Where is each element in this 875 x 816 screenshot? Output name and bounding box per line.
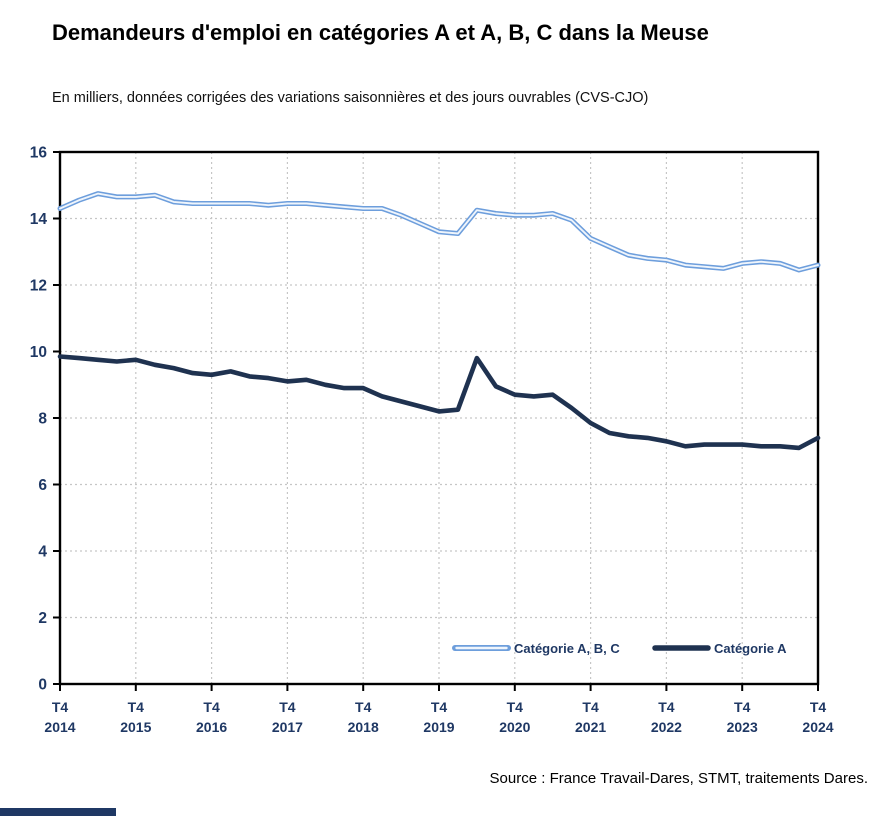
x-axis-tick-year-label: 2019 [423,719,454,735]
y-axis-tick-label: 4 [38,544,47,561]
x-axis-tick-year-label: 2015 [120,719,151,735]
x-axis-tick-year-label: 2020 [499,719,530,735]
y-axis-tick-label: 8 [38,411,47,428]
x-axis-tick-quarter-label: T4 [507,699,524,715]
footer-accent-bar [0,808,116,816]
x-axis-tick-quarter-label: T4 [810,699,827,715]
x-axis-tick-quarter-label: T4 [52,699,69,715]
x-axis-tick-quarter-label: T4 [734,699,751,715]
x-axis-tick-year-label: 2018 [348,719,379,735]
x-axis-tick-year-label: 2017 [272,719,303,735]
x-axis-tick-quarter-label: T4 [203,699,220,715]
chart-subtitle: En milliers, données corrigées des varia… [52,90,649,106]
y-axis-tick-label: 6 [38,477,47,494]
source-note: Source : France Travail-Dares, STMT, tra… [489,770,868,787]
y-axis-tick-label: 0 [38,677,47,694]
x-axis-tick-year-label: 2021 [575,719,606,735]
series-line-categorie-abc-core [59,192,819,271]
x-axis-tick-year-label: 2024 [802,719,833,735]
y-axis-tick-label: 12 [30,278,47,295]
x-axis-tick-quarter-label: T4 [128,699,145,715]
y-axis-tick-label: 14 [30,211,48,228]
y-axis-tick-label: 16 [30,145,48,162]
chart-title: Demandeurs d'emploi en catégories A et A… [52,20,709,45]
series-line-categorie-a [57,354,821,451]
y-axis-tick-label: 10 [30,344,47,361]
x-axis-tick-quarter-label: T4 [582,699,599,715]
x-axis-tick-year-label: 2023 [727,719,758,735]
x-axis-tick-year-label: 2016 [196,719,227,735]
y-axis-tick-label: 2 [38,610,47,627]
x-axis-tick-quarter-label: T4 [355,699,372,715]
legend-label-categorie-a: Catégorie A [714,641,787,656]
x-axis-tick-year-label: 2014 [44,719,75,735]
x-axis-tick-quarter-label: T4 [279,699,296,715]
x-axis-tick-year-label: 2022 [651,719,682,735]
x-axis-tick-quarter-label: T4 [431,699,448,715]
legend-label-categorie-abc: Catégorie A, B, C [514,641,620,656]
x-axis-tick-quarter-label: T4 [658,699,675,715]
